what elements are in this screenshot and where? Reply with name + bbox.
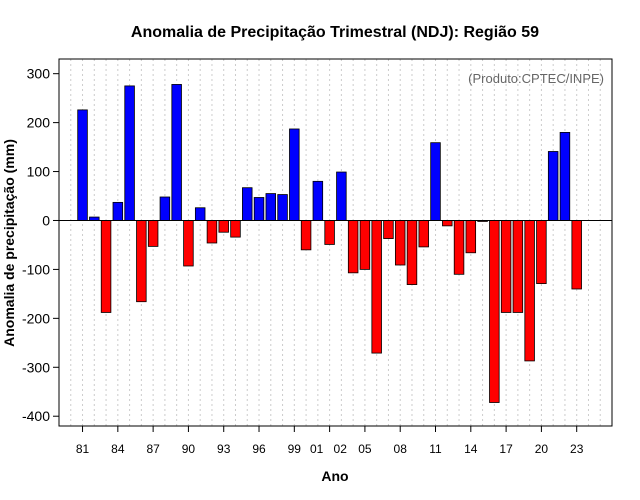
- x-tick-label: 08: [394, 442, 408, 456]
- y-tick-label: -100: [22, 261, 50, 277]
- bar-2011: [430, 142, 441, 221]
- x-tick-label: 05: [358, 442, 372, 456]
- y-tick-label: -200: [22, 310, 50, 326]
- product-watermark: (Produto:CPTEC/INPE): [468, 71, 604, 86]
- y-axis: -400 -300 -200 -100 0 100 200 300: [22, 66, 59, 424]
- bar-2006: [371, 220, 382, 354]
- bar-1998: [277, 194, 288, 221]
- bar-2023: [571, 220, 582, 290]
- bar-1992: [206, 220, 218, 244]
- bar-2007: [383, 220, 394, 239]
- bar-1986: [136, 220, 147, 303]
- y-axis-label: Anomalia de precipitação (mm): [1, 139, 17, 347]
- bar-1999: [289, 128, 300, 221]
- bar-2021: [547, 151, 559, 221]
- bars: [77, 84, 582, 403]
- x-tick-label: 01: [310, 442, 324, 456]
- x-tick-label: 90: [182, 442, 196, 456]
- x-tick-label: 02: [334, 442, 348, 456]
- y-tick-label: -400: [22, 408, 50, 424]
- bar-1983: [100, 220, 112, 313]
- x-tick-label: 81: [76, 442, 90, 456]
- x-tick-label: 99: [288, 442, 302, 456]
- bar-2016: [489, 220, 500, 403]
- x-tick-label: 11: [429, 442, 442, 456]
- bar-2010: [418, 220, 429, 248]
- bar-2003: [336, 171, 347, 221]
- y-tick-label: 100: [27, 164, 51, 180]
- bar-2014: [465, 220, 477, 254]
- bar-2019: [524, 220, 535, 362]
- bar-2008: [394, 220, 406, 266]
- x-axis: 81 84 87 90 93 96 99 01 02 05 08 11 14 17 20 23: [76, 426, 584, 456]
- x-tick-label: 14: [464, 442, 478, 456]
- y-tick-label: 300: [27, 66, 51, 82]
- y-tick-label: -300: [22, 359, 50, 375]
- y-tick-label: 0: [42, 212, 50, 228]
- bar-1982: [89, 216, 100, 221]
- y-tick-label: 200: [27, 115, 51, 131]
- bar-2013: [453, 220, 465, 275]
- bar-1995: [242, 187, 253, 221]
- bar-2018: [512, 220, 524, 313]
- bar-1990: [183, 220, 194, 267]
- bar-1987: [147, 220, 159, 247]
- x-axis-label: Ano: [321, 468, 348, 484]
- bar-2020: [536, 220, 547, 285]
- bar-1994: [230, 220, 241, 238]
- bar-1991: [194, 207, 206, 221]
- bar-2005: [359, 220, 371, 270]
- bar-1989: [171, 84, 182, 221]
- bar-1988: [159, 196, 171, 221]
- x-tick-label: 87: [146, 442, 160, 456]
- bar-1996: [253, 197, 265, 221]
- bar-2012: [442, 220, 453, 227]
- bar-2000: [300, 220, 312, 251]
- gridlines: [58, 59, 613, 426]
- bar-1981: [77, 109, 88, 221]
- bar-2001: [312, 180, 324, 221]
- x-tick-label: 17: [499, 442, 513, 456]
- x-tick-label: 84: [111, 442, 125, 456]
- x-tick-label: 20: [535, 442, 549, 456]
- x-tick-label: 93: [217, 442, 231, 456]
- chart-title: Anomalia de Precipitação Trimestral (NDJ…: [131, 24, 539, 41]
- bar-2009: [406, 220, 418, 285]
- x-tick-label: 96: [252, 442, 266, 456]
- bar-2017: [500, 220, 512, 313]
- bar-1985: [124, 85, 135, 221]
- bar-1984: [112, 201, 124, 221]
- x-tick-label: 23: [570, 442, 584, 456]
- bar-2002: [324, 220, 335, 245]
- plot-frame: [58, 58, 613, 427]
- bar-1993: [218, 220, 229, 233]
- bar-2004: [347, 220, 359, 274]
- bar-2022: [559, 131, 571, 221]
- bar-1997: [265, 193, 277, 221]
